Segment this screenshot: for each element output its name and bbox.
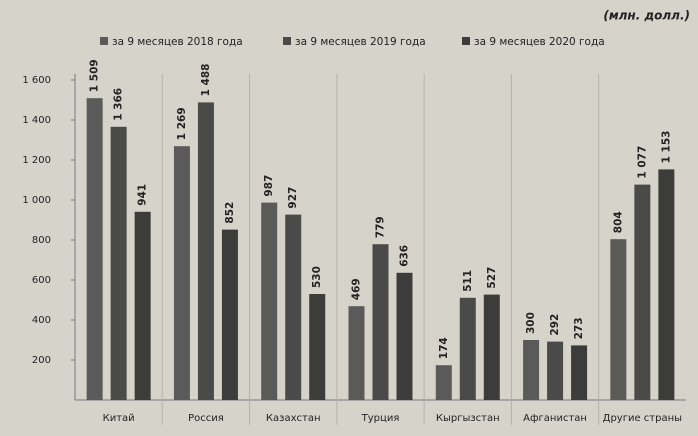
x-tick-label: Казахстан <box>266 413 321 424</box>
bar <box>483 294 500 400</box>
bar <box>571 345 588 400</box>
value-label: 852 <box>224 202 236 224</box>
bar <box>523 340 540 400</box>
bar <box>173 146 190 400</box>
value-label: 636 <box>399 245 411 267</box>
value-label: 1 488 <box>200 64 212 97</box>
x-tick-label: Китай <box>103 413 135 424</box>
value-label: 1 269 <box>176 107 188 140</box>
bar <box>348 306 365 400</box>
value-label: 1 366 <box>113 88 125 121</box>
bar <box>634 184 651 400</box>
value-label: 511 <box>462 270 474 292</box>
bar <box>134 211 151 400</box>
legend-label: за 9 месяцев 2018 года <box>112 36 243 48</box>
x-tick-label: Другие страны <box>603 413 682 424</box>
bar <box>372 244 389 400</box>
value-label: 527 <box>486 267 498 289</box>
bar <box>110 126 127 401</box>
x-tick-label: Кыргызстан <box>436 413 500 424</box>
legend-label: за 9 месяцев 2019 года <box>295 36 426 48</box>
value-label: 1 077 <box>636 146 648 179</box>
value-label: 530 <box>311 266 323 288</box>
bar <box>435 365 452 400</box>
bar <box>309 294 326 400</box>
value-label: 1 509 <box>89 59 101 92</box>
legend-swatch <box>100 37 108 45</box>
bar <box>396 272 413 400</box>
value-label: 273 <box>573 317 585 339</box>
x-tick-label: Турция <box>361 413 400 424</box>
x-tick-label: Афганистан <box>523 413 587 424</box>
value-label: 300 <box>525 312 537 334</box>
bar <box>221 229 238 400</box>
y-tick-label: 200 <box>32 355 51 366</box>
bar <box>658 169 675 400</box>
bar <box>547 341 564 400</box>
legend-swatch <box>462 37 470 45</box>
y-tick-label: 400 <box>32 315 51 326</box>
chart-subtitle: (млн. долл.) <box>603 9 690 23</box>
y-tick-label: 800 <box>32 235 51 246</box>
value-label: 927 <box>287 187 299 209</box>
y-tick-label: 1 200 <box>22 155 51 166</box>
value-label: 941 <box>137 184 149 206</box>
y-tick-label: 1 000 <box>22 195 51 206</box>
value-label: 469 <box>351 278 363 300</box>
legend-swatch <box>283 37 291 45</box>
value-label: 1 153 <box>660 131 672 164</box>
x-tick-label: Россия <box>188 413 224 424</box>
value-label: 804 <box>612 211 624 233</box>
y-tick-label: 1 400 <box>22 115 51 126</box>
bar <box>261 202 278 400</box>
bar <box>86 98 103 400</box>
value-label: 174 <box>438 337 450 359</box>
bar <box>459 297 476 400</box>
legend-label: за 9 месяцев 2020 года <box>474 36 605 48</box>
value-label: 292 <box>549 314 561 336</box>
value-label: 987 <box>263 175 275 197</box>
bar <box>610 239 627 400</box>
bar <box>285 214 302 400</box>
value-label: 779 <box>375 216 387 238</box>
y-tick-label: 600 <box>32 275 51 286</box>
y-tick-label: 1 600 <box>22 75 51 86</box>
bar <box>197 102 214 401</box>
